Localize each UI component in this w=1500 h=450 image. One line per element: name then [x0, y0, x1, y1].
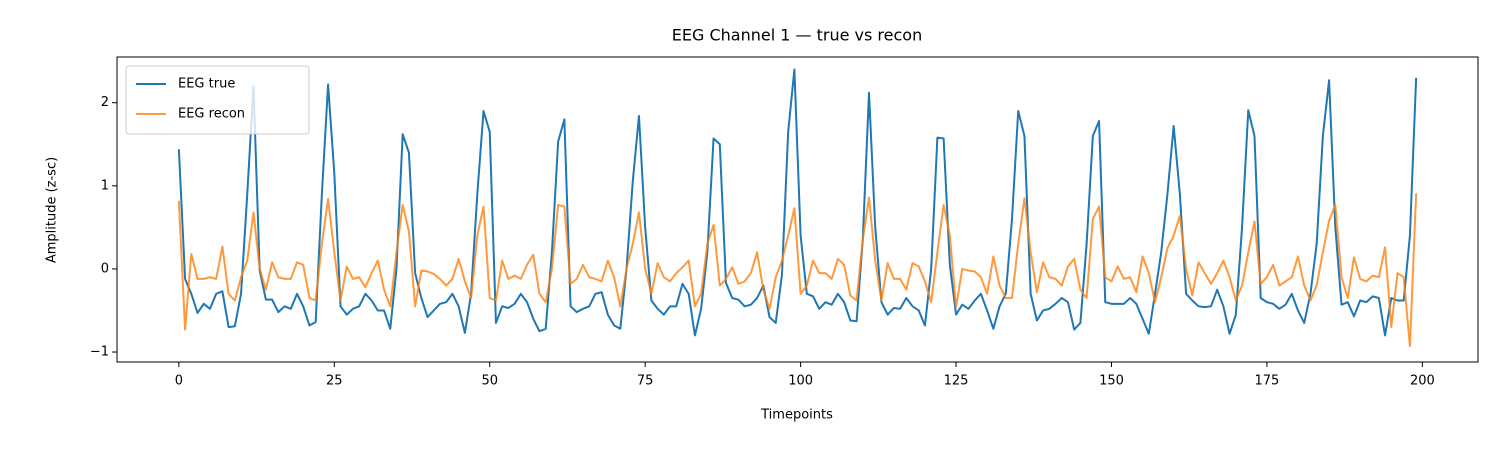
chart-title: EEG Channel 1 — true vs recon	[672, 26, 922, 45]
legend-box	[125, 65, 310, 135]
series-line	[177, 68, 1418, 337]
legend-label: EEG recon	[178, 107, 245, 122]
x-tick-label: 25	[326, 374, 343, 389]
x-tick-label: 75	[637, 374, 654, 389]
x-tick-label: 175	[1255, 374, 1280, 389]
y-tick-label: 2	[101, 95, 109, 110]
legend: EEG true EEG recon	[125, 65, 310, 135]
x-tick-label: 0	[175, 374, 183, 389]
legend-label: EEG true	[178, 77, 235, 92]
y-tick-label: 1	[101, 178, 109, 193]
plot-frame	[116, 56, 1479, 363]
x-tick-label: 50	[481, 374, 498, 389]
x-axis-label: Timepoints	[760, 408, 833, 423]
y-axis-label: Amplitude (z-sc)	[45, 157, 60, 263]
y-tick-label: 0	[101, 261, 109, 276]
x-tick-label: 100	[788, 374, 813, 389]
series-line	[177, 193, 1418, 348]
x-tick-label: 125	[944, 374, 969, 389]
x-tick-label: 150	[1099, 374, 1124, 389]
x-tick-label: 200	[1410, 374, 1435, 389]
y-tick-label: −1	[90, 345, 109, 360]
